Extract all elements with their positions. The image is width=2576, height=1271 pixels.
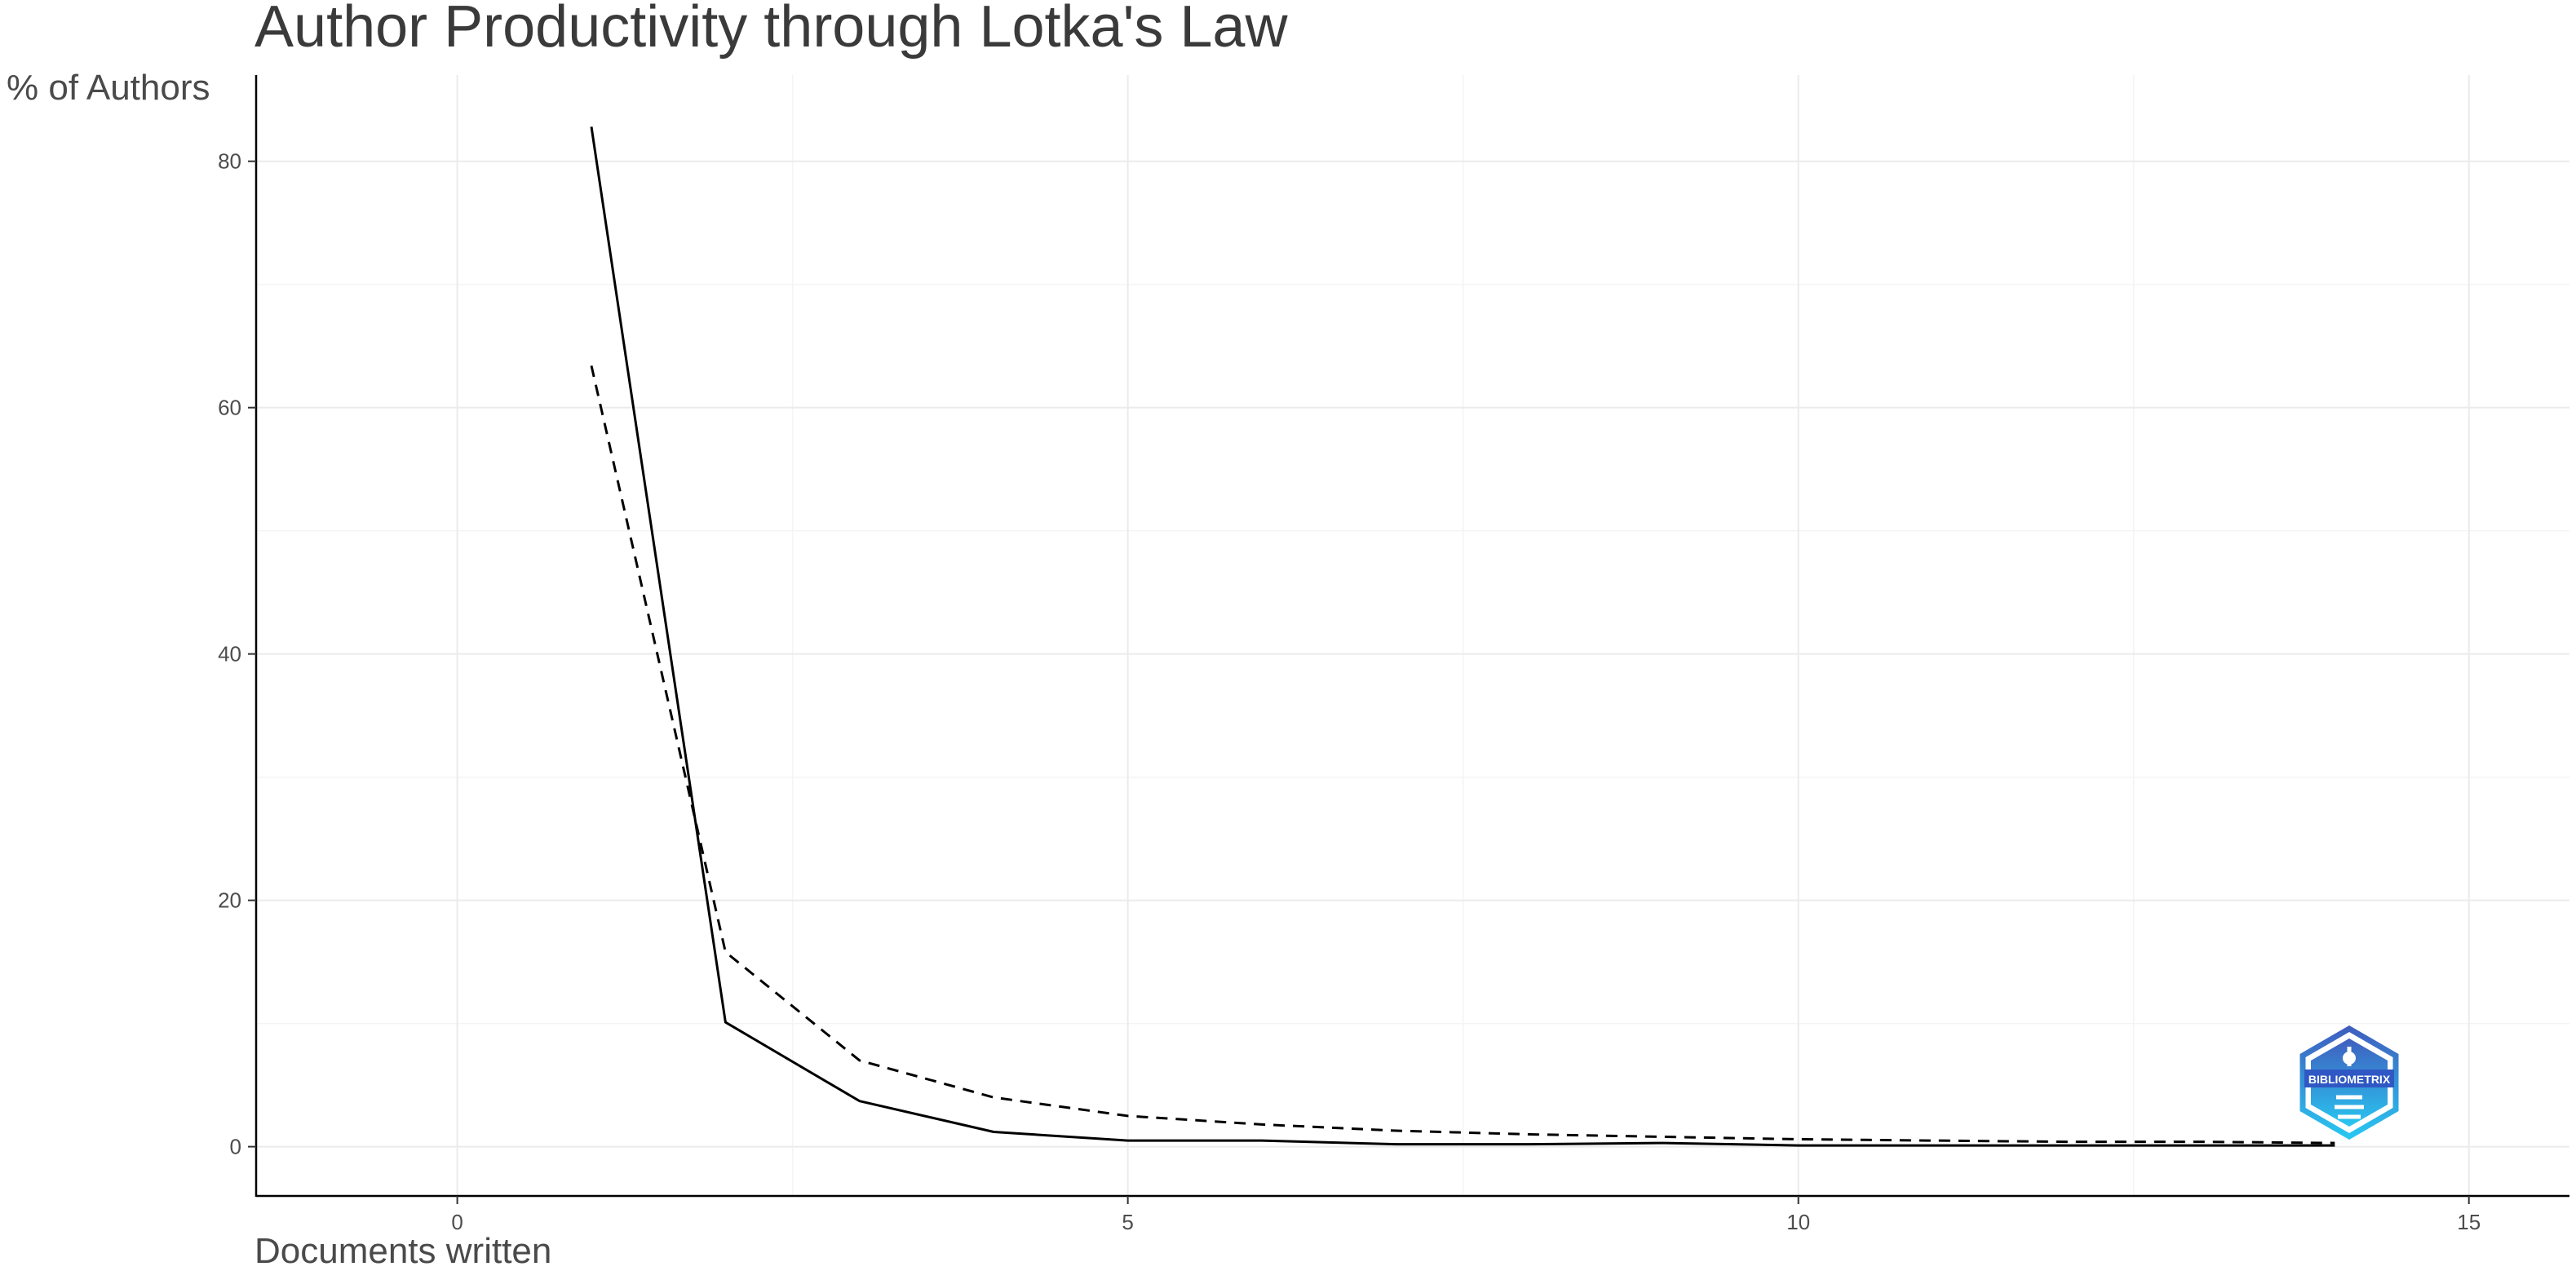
x-tick-label: 0 [451, 1210, 463, 1234]
chart-title: Author Productivity through Lotka's Law [255, 0, 1288, 60]
series [590, 126, 2335, 1147]
logo-text: BIBLIOMETRIX [2308, 1073, 2391, 1086]
y-tick-label: 60 [218, 396, 241, 420]
x-axis-label: Documents written [255, 1231, 551, 1271]
y-axis-label: % of Authors [7, 68, 210, 108]
bibliometrix-logo: BIBLIOMETRIX [2299, 1025, 2399, 1140]
lotka-theoretical-line [590, 365, 2335, 1145]
axes [255, 75, 2569, 1198]
y-tick-label: 40 [218, 642, 241, 666]
y-tick-label: 80 [218, 149, 241, 174]
grid [256, 75, 2569, 1196]
x-tick-label: 5 [1122, 1210, 1133, 1234]
x-tick-label: 10 [1786, 1210, 1810, 1234]
y-tick-label: 20 [218, 888, 241, 913]
x-tick-label: 15 [2457, 1210, 2481, 1234]
ticks: 0 5 10 15 0 20 40 60 80 [218, 149, 2481, 1234]
y-tick-label: 0 [230, 1135, 241, 1159]
observed-authors-line [590, 126, 2335, 1147]
